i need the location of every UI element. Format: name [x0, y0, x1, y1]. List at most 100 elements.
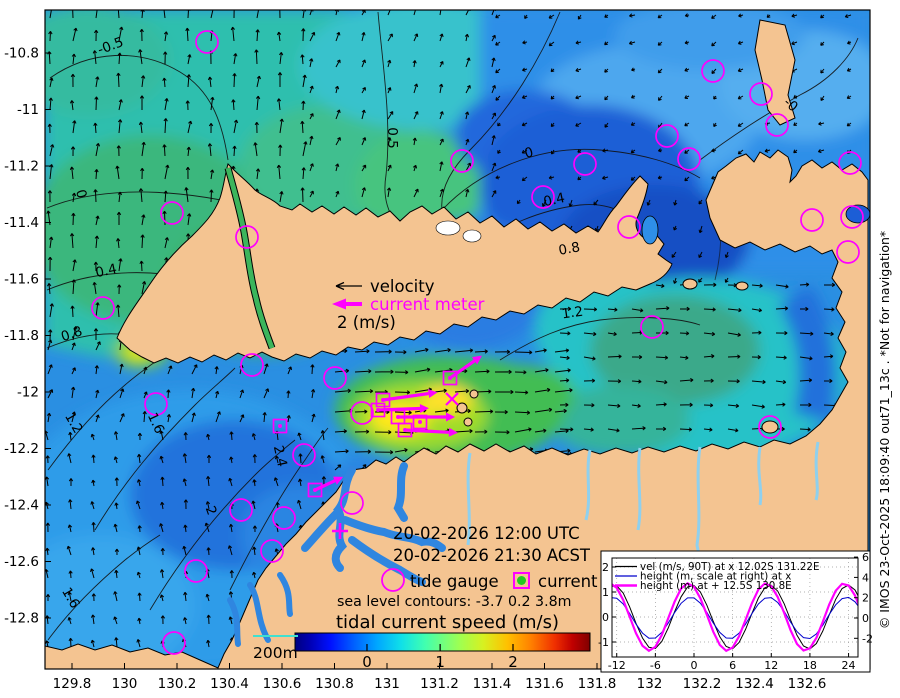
timestamp-local: 20-02-2026 21:30 ACST [393, 546, 591, 565]
current-speed-field [45, 10, 870, 669]
rivers [466, 441, 820, 576]
tide-gauge-marker [640, 315, 664, 339]
x-tick-label: 130.8 [315, 676, 354, 692]
y-tick-label: -12.6 [4, 554, 39, 570]
x-tick-label: 130 [112, 676, 138, 692]
inset-yleft-tick-label: 0 [602, 611, 609, 624]
tide-gauge-marker [749, 82, 773, 106]
colorbar: 0 1 2 [294, 632, 591, 671]
inset-legend-height-plus: height (m) at + 12.5S 130.8E [640, 580, 792, 592]
measured-current-arrowhead [419, 404, 429, 414]
timestamp-utc: 20-02-2026 12:00 UTC [393, 524, 580, 543]
plus-location-marker [332, 523, 348, 539]
x-tick-label: 132 [637, 676, 663, 692]
velocity-arrows [309, 10, 497, 198]
inset-yleft-tick-label: 2 [602, 561, 609, 574]
x-tick-label: 131.6 [525, 676, 564, 692]
y-tick-label: -12.4 [4, 498, 39, 514]
contour-label: 0 [523, 144, 535, 162]
tide-gauge-marker [840, 205, 864, 229]
inset-x-tick-label: 18 [803, 659, 817, 672]
contour-label: 0.8 [557, 239, 581, 258]
inset-plot-frame [611, 557, 859, 658]
bynoe-inlets [227, 572, 293, 647]
tide-gauge-marker [838, 151, 862, 175]
tide-gauge-marker [240, 353, 264, 377]
inset-legend-vel: vel (m/s, 90T) at x 12.02S 131.22E [640, 561, 819, 573]
tide-gauge-marker [765, 113, 789, 137]
tide-gauge-marker [323, 366, 347, 390]
inset-yleft-tick-label: -1 [598, 636, 609, 649]
contour-label: 0.4 [94, 261, 118, 281]
inset-chart: -12 -6 0 6 12 18 24 2 1 0 -1 6 4 2 0 -2 vel (m/s, 90T) … [598, 550, 873, 673]
colorbar-tick-label: 2 [508, 653, 518, 671]
vector-legend: velocity current meter 2 (m/s) [332, 277, 485, 332]
current-meter-arrowhead-icon [332, 298, 346, 310]
contour-label: 0.5 [384, 127, 400, 148]
colorbar-tick-label: 0 [362, 653, 372, 671]
current-meter-dot [418, 420, 422, 424]
x-tick-label: 130.2 [158, 676, 197, 692]
inset-x-tick-label: -6 [650, 659, 661, 672]
tide-gauge-marker [195, 30, 219, 54]
measured-current-arrow [404, 428, 450, 434]
inset-x-tick-label: -12 [608, 659, 626, 672]
vernon-island [469, 389, 479, 399]
tide-gauge-marker [800, 208, 824, 232]
y-tick-label: -12.2 [4, 441, 39, 457]
tide-gauge-marker [260, 539, 284, 563]
x-tick-label: 132.2 [683, 676, 722, 692]
current-meter-dot [278, 424, 282, 428]
tide-gauge-marker [758, 415, 782, 439]
inset-yright-tick-label: 0 [862, 612, 869, 625]
tide-gauge-marker [617, 215, 641, 239]
observation-markers [91, 30, 864, 655]
isobath-legend: 200m [253, 635, 298, 662]
inset-yleft-tick-label: 1 [602, 586, 609, 599]
tide-gauge-marker [655, 124, 679, 148]
measured-current-arrow [382, 392, 429, 402]
colorbar-ticks: 0 1 2 [362, 644, 518, 671]
measured-current-arrowhead [333, 476, 344, 485]
measured-current-arrowhead [448, 427, 458, 437]
inset-yright-tick-label: 6 [862, 551, 869, 564]
vector-scale-label: 2 (m/s) [337, 313, 396, 332]
x-tick-label: 130.4 [210, 676, 249, 692]
x-tick-label: 131 [374, 676, 400, 692]
inset-x-tick-label: 12 [764, 659, 778, 672]
measured-current-arrowhead [471, 355, 482, 365]
contour-label: 0 [72, 188, 90, 200]
y-tick-label: -11.6 [4, 272, 39, 288]
island [761, 420, 779, 434]
colorbar-tick-label: 1 [435, 653, 445, 671]
inset-background [600, 550, 871, 673]
tide-gauge-marker [350, 401, 374, 425]
y-tick-label: -12.8 [4, 611, 39, 627]
tide-gauge-marker [701, 59, 725, 83]
inset-yright-tick-label: -2 [862, 632, 873, 645]
y-tick-label: -10.8 [4, 46, 39, 62]
x-tick-label: 130.6 [263, 676, 302, 692]
apsley-strait [225, 167, 275, 349]
current-meter-label: current meter [370, 295, 485, 314]
tide-gauge-marker [531, 185, 555, 209]
inset-series [612, 581, 858, 653]
measured-current-arrowhead [446, 412, 455, 422]
sea-level-contours-label: sea level contours: -3.7 0.2 3.8m [337, 594, 571, 610]
island [682, 278, 698, 290]
isobath-label: 200m [253, 644, 298, 662]
x-location-marker [445, 392, 459, 406]
tide-gauge-marker [272, 506, 296, 530]
inset-x-tick-label: 0 [691, 659, 698, 672]
x-tick-label: 131.8 [578, 676, 617, 692]
mainland-land [45, 149, 869, 669]
land-layer [45, 19, 869, 669]
tide-gauge-marker [836, 240, 860, 264]
contour-label: 2.4 [270, 444, 290, 468]
marker-legend: tide gauge current [381, 568, 598, 592]
tide-gauge-marker [162, 631, 186, 655]
measured-current-arrowhead [427, 389, 438, 399]
tide-gauge-marker [450, 149, 474, 173]
copyright-note: © IMOS 23-Oct-2025 18:09:40 out71_13c . … [877, 231, 892, 629]
